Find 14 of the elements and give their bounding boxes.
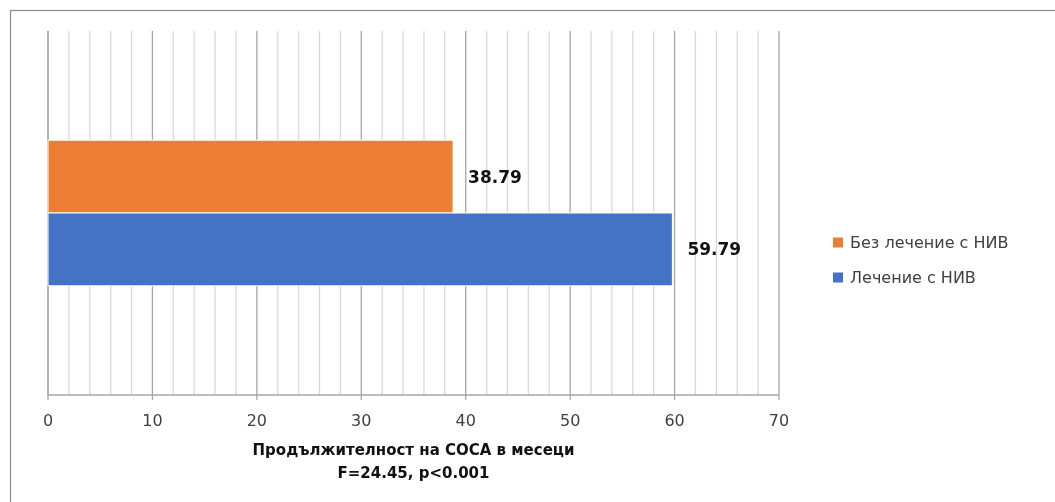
legend-label: Лечение с НИВ [850, 268, 976, 287]
x-tick-label: 20 [246, 410, 268, 430]
data-label: 59.79 [687, 239, 742, 260]
x-tick-label: 10 [142, 410, 163, 430]
x-tick-label: 50 [559, 410, 581, 430]
x-tick-label: 30 [351, 410, 372, 430]
x-tick-label: 40 [455, 410, 476, 430]
x-tick-label: 0 [42, 410, 54, 430]
x-tick-label: 70 [768, 410, 790, 430]
text: F=24.45, p<0.001 [337, 464, 490, 482]
legend-label: Без лечение с НИВ [850, 233, 1009, 252]
x-axis-title: Продължителност на СОСА в месеци [252, 441, 575, 459]
x-tick-label: 60 [664, 410, 685, 430]
data-label: 38.79 [468, 166, 522, 187]
